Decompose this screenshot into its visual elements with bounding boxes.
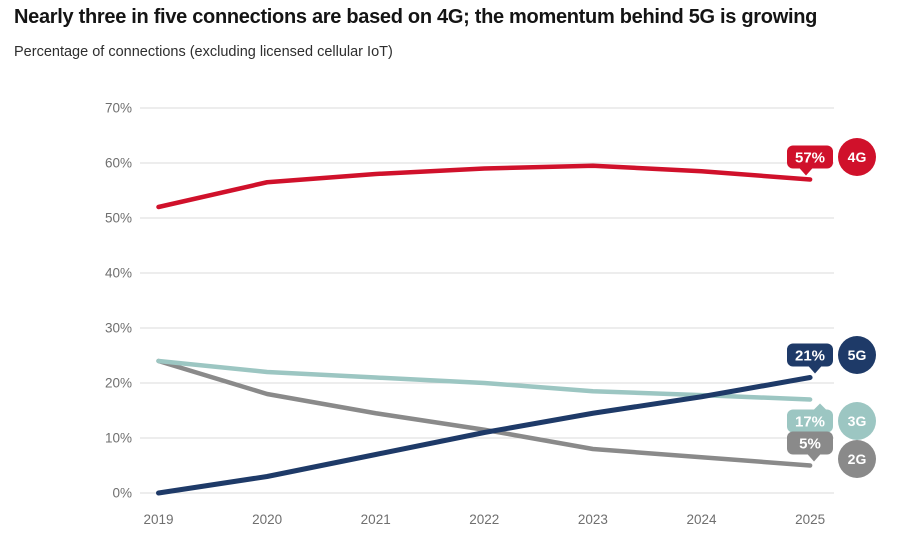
y-tick-label-10: 10% xyxy=(105,431,132,446)
value-label-4g: 57% xyxy=(795,150,825,167)
x-tick-label-2025: 2025 xyxy=(795,512,825,527)
line-2g xyxy=(156,358,813,468)
y-tick-label-40: 40% xyxy=(105,266,132,281)
series-badge-label-5g: 5G xyxy=(848,347,867,363)
series-badge-label-2g: 2G xyxy=(848,451,867,467)
value-bubble-3g xyxy=(787,409,833,433)
x-tick-label-2023: 2023 xyxy=(578,512,608,527)
value-label-3g: 17% xyxy=(795,414,825,431)
value-bubble-5g xyxy=(787,343,833,367)
value-bubble-2g xyxy=(787,431,833,455)
y-tick-label-50: 50% xyxy=(105,211,132,226)
value-label-5g: 21% xyxy=(795,348,825,365)
bubble-tail-4g xyxy=(798,166,814,176)
x-tick-label-2022: 2022 xyxy=(469,512,499,527)
series-badge-3g xyxy=(838,402,876,440)
x-tick-label-2021: 2021 xyxy=(361,512,391,527)
y-tick-label-70: 70% xyxy=(105,101,132,116)
y-tick-label-60: 60% xyxy=(105,156,132,171)
line-4g xyxy=(156,163,813,210)
series-badge-4g xyxy=(838,138,876,176)
value-bubble-4g xyxy=(787,145,833,169)
series-badge-label-4g: 4G xyxy=(848,149,867,165)
y-tick-label-0: 0% xyxy=(112,486,132,501)
bubble-tail-5g xyxy=(807,364,823,374)
bubble-tail-2g xyxy=(806,452,822,462)
series-badge-5g xyxy=(838,336,876,374)
line-5g xyxy=(156,375,813,496)
value-label-2g: 5% xyxy=(799,436,821,453)
series-badge-2g xyxy=(838,440,876,478)
y-tick-label-20: 20% xyxy=(105,376,132,391)
x-tick-label-2019: 2019 xyxy=(143,512,173,527)
series-badge-label-3g: 3G xyxy=(848,413,867,429)
chart-title: Nearly three in five connections are bas… xyxy=(14,6,818,28)
x-tick-label-2024: 2024 xyxy=(686,512,717,527)
chart-subtitle: Percentage of connections (excluding lic… xyxy=(14,44,393,60)
x-tick-label-2020: 2020 xyxy=(252,512,282,527)
y-tick-label-30: 30% xyxy=(105,321,132,336)
